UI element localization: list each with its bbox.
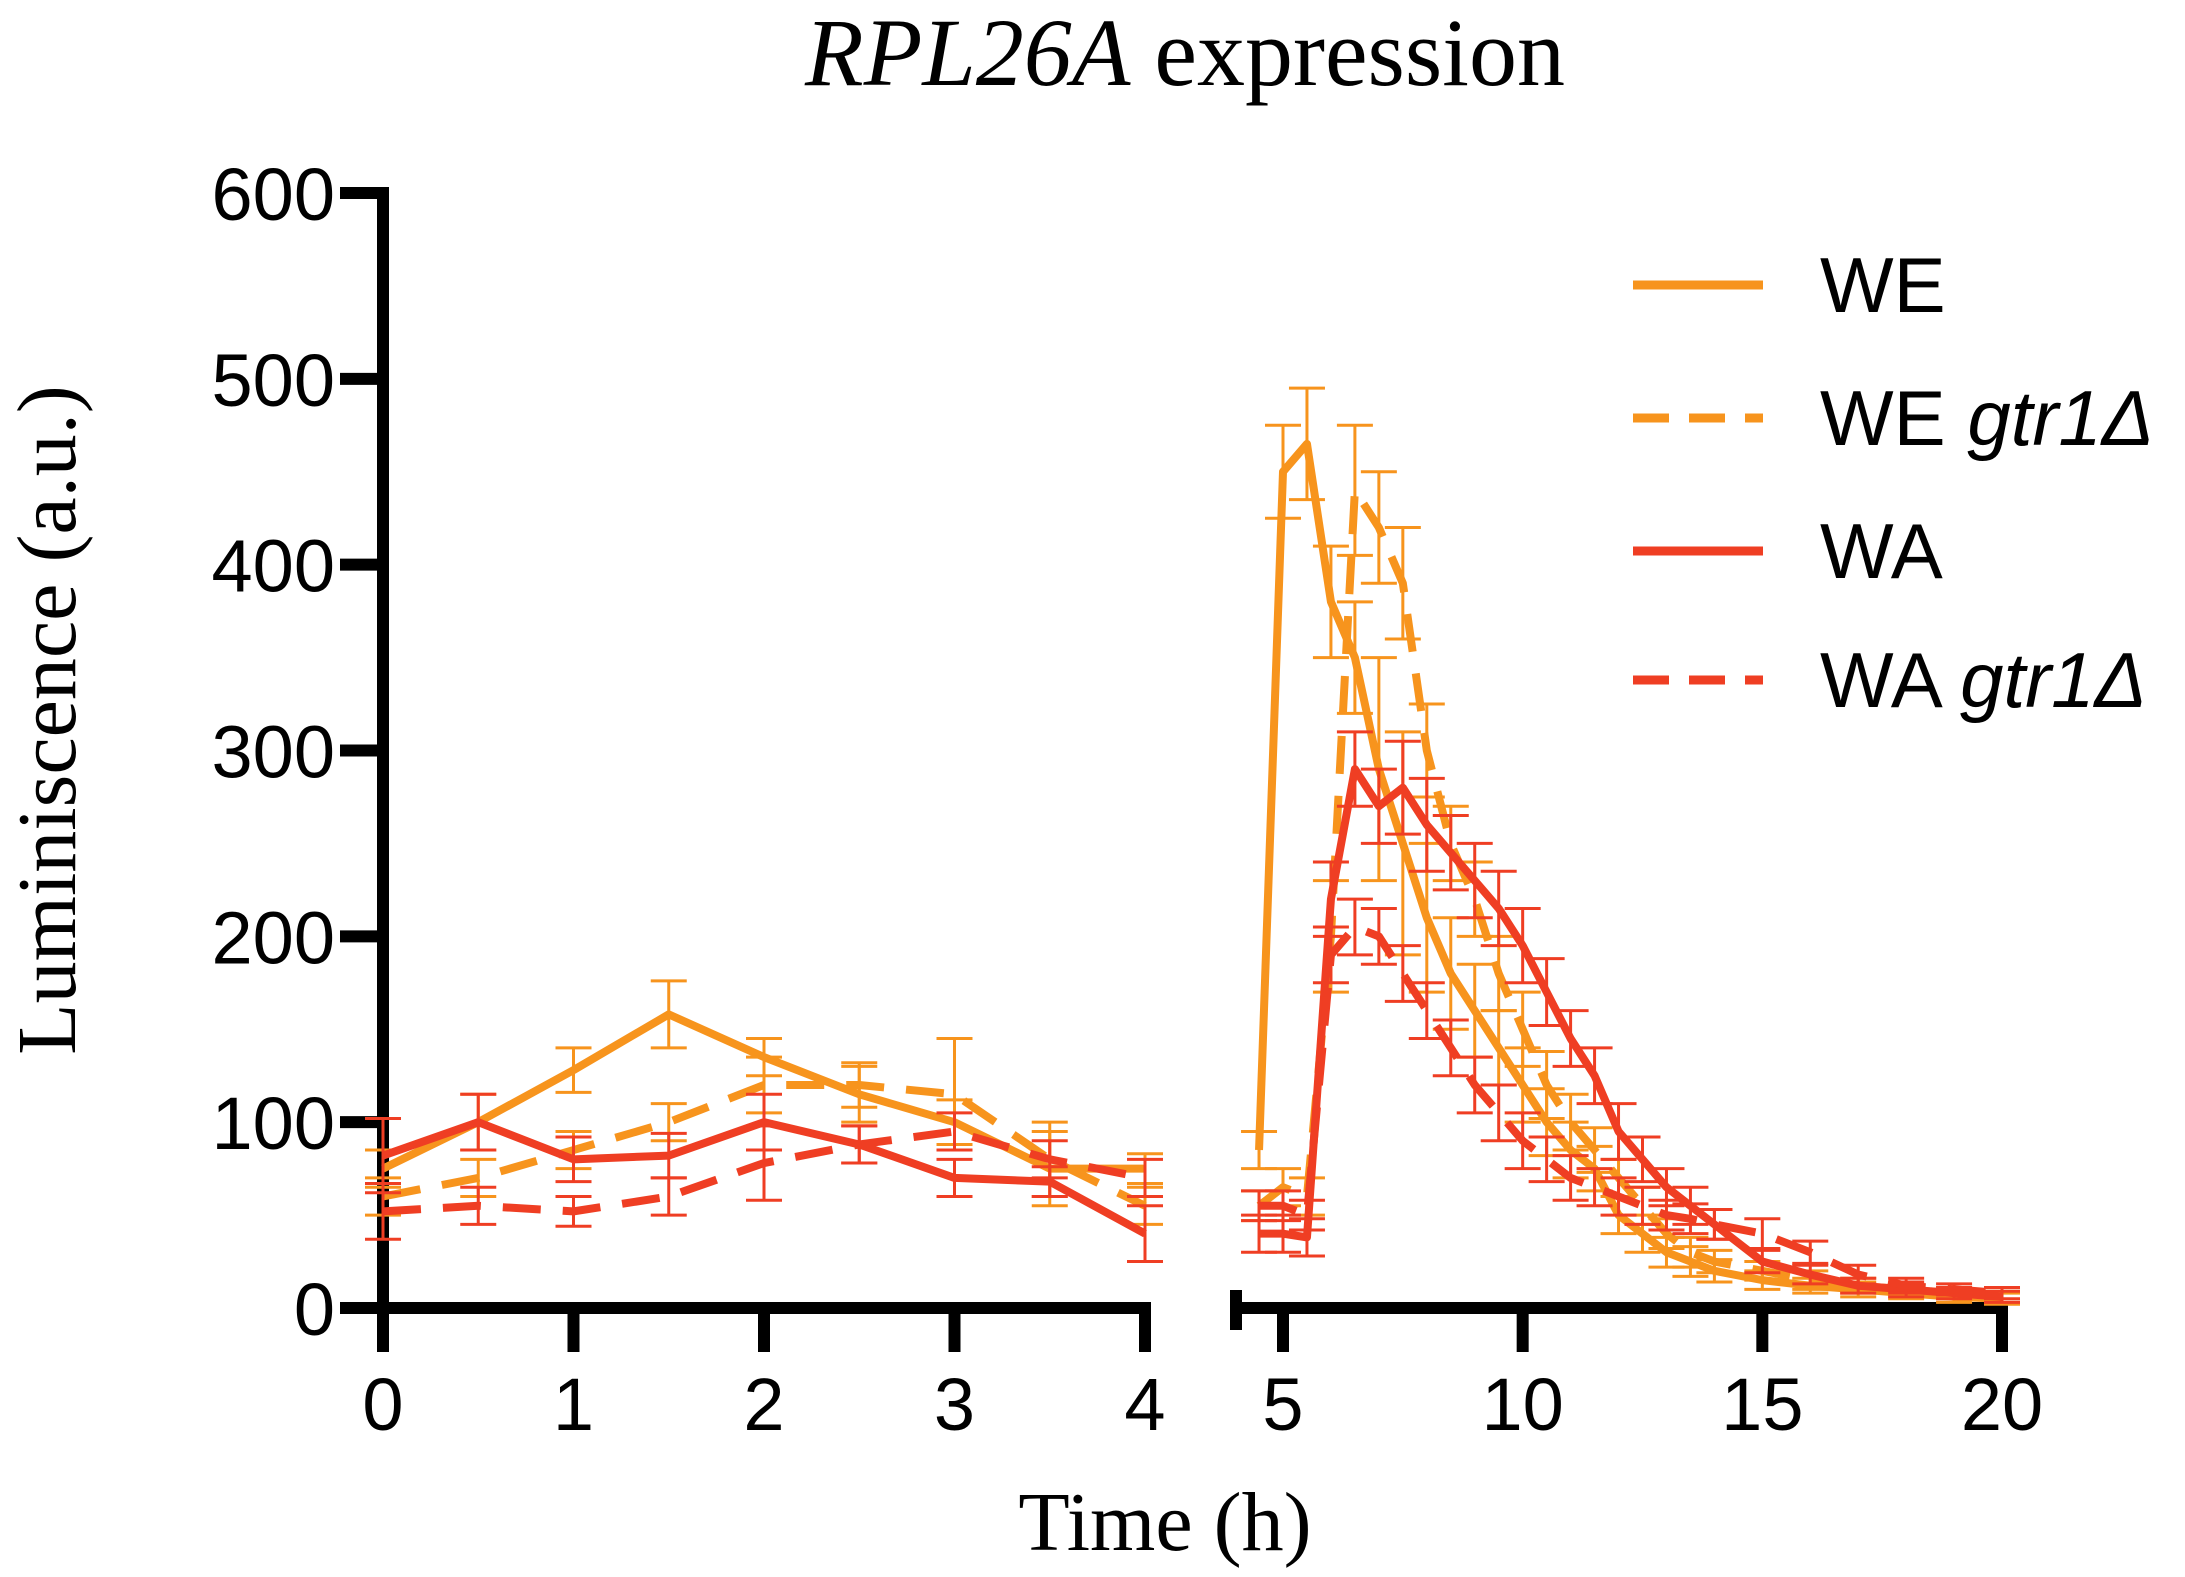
legend-label-suffix: gtr1Δ bbox=[1960, 636, 2147, 724]
legend-label-name: WA bbox=[1820, 507, 1943, 595]
x-tick-label: 20 bbox=[1961, 1363, 2043, 1446]
y-tick-label: 400 bbox=[212, 525, 335, 608]
y-axis-ticks: 0 100 200 300 400 500 600 bbox=[212, 153, 389, 1351]
error-bar bbox=[1408, 981, 1445, 1041]
series-line-left bbox=[382, 1127, 1146, 1216]
chart-title-gene: RPL26A bbox=[804, 0, 1131, 106]
y-tick-label: 0 bbox=[294, 1268, 335, 1351]
series-line-left bbox=[382, 1081, 1147, 1210]
series-wa bbox=[365, 730, 2020, 1304]
series-we bbox=[365, 386, 2020, 1306]
error-bar bbox=[1624, 1185, 1661, 1226]
error-bar bbox=[1576, 1167, 1613, 1208]
legend-label: WE gtr1Δ bbox=[1820, 374, 2154, 462]
x-tick-label: 5 bbox=[1262, 1363, 1303, 1446]
y-tick-label: 200 bbox=[212, 896, 335, 979]
legend-label: WA bbox=[1820, 507, 1943, 595]
x-tick-label: 1 bbox=[553, 1363, 594, 1446]
legend-item: WE gtr1Δ bbox=[1633, 374, 2154, 462]
error-bar bbox=[936, 1111, 973, 1152]
series-group bbox=[365, 386, 2020, 1306]
error-bar bbox=[1672, 1235, 1709, 1269]
y-tick-label: 600 bbox=[212, 153, 335, 236]
x-tick-label: 2 bbox=[743, 1363, 784, 1446]
series-line-left bbox=[381, 1118, 1147, 1238]
y-tick-label: 500 bbox=[212, 339, 335, 422]
legend-label-name: WA bbox=[1820, 636, 1943, 724]
series-line-right bbox=[1259, 765, 2003, 1301]
x-tick-label: 15 bbox=[1721, 1363, 1803, 1446]
error-bar bbox=[1744, 1217, 1781, 1251]
error-bar bbox=[1528, 1135, 1565, 1184]
x-axis-ticks-left: 0 1 2 3 4 bbox=[362, 1290, 1242, 1446]
series-line-right bbox=[1259, 923, 2003, 1298]
legend-label-name: WE bbox=[1820, 374, 1946, 462]
legend-label: WE bbox=[1820, 241, 1946, 329]
error-bar bbox=[1127, 1157, 1163, 1198]
x-axis-title: Time (h) bbox=[1018, 1476, 1311, 1569]
x-tick-label: 4 bbox=[1124, 1363, 1165, 1446]
series-wa-gtr1 bbox=[365, 897, 2020, 1301]
legend-label-name: WE bbox=[1820, 241, 1946, 329]
legend-label-space bbox=[1946, 374, 1968, 462]
error-bar bbox=[1984, 1286, 2020, 1301]
error-bar bbox=[1696, 1208, 1733, 1241]
x-tick-label: 3 bbox=[934, 1363, 975, 1446]
series-we-gtr1 bbox=[365, 423, 2020, 1304]
x-axis-ticks-right: 5 10 15 20 bbox=[1262, 1302, 2043, 1446]
legend-item: WA gtr1Δ bbox=[1633, 636, 2147, 724]
error-bar bbox=[1552, 1092, 1589, 1152]
legend-label-suffix: gtr1Δ bbox=[1967, 374, 2154, 462]
x-tick-label: 10 bbox=[1482, 1363, 1564, 1446]
x-tick-label: 0 bbox=[362, 1363, 403, 1446]
legend-label-space bbox=[1938, 636, 1960, 724]
y-tick-label: 100 bbox=[212, 1082, 335, 1165]
error-bar bbox=[1384, 944, 1421, 1003]
error-bar bbox=[1336, 423, 1373, 557]
legend-item: WA bbox=[1633, 507, 1943, 595]
legend-item: WE bbox=[1633, 241, 1946, 329]
error-bar bbox=[1480, 1083, 1517, 1143]
error-bar bbox=[650, 1176, 687, 1217]
y-tick-label: 300 bbox=[212, 711, 335, 794]
chart-title: RPL26A expression bbox=[804, 0, 1565, 106]
legend-label: WA gtr1Δ bbox=[1820, 636, 2147, 724]
chart-title-rest: expression bbox=[1154, 0, 1565, 106]
error-bar bbox=[1336, 897, 1373, 957]
series-line-right bbox=[1256, 486, 2003, 1301]
y-axis-title: Luminiscence (a.u.) bbox=[1, 385, 94, 1054]
